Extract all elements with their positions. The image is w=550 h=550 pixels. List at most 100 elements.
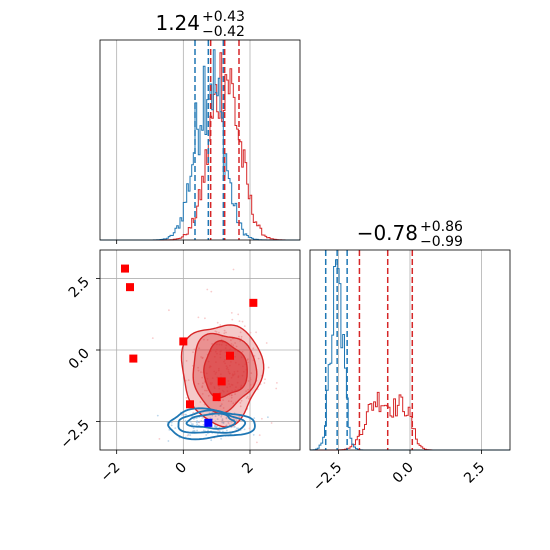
red-sample-dot	[248, 427, 251, 430]
red-sample-dot	[270, 422, 273, 424]
red-sample-dot	[219, 324, 222, 326]
red-sample-dot	[263, 382, 266, 384]
red-sample-dot	[204, 389, 206, 392]
red-marker-5	[217, 377, 226, 386]
red-sample-dot	[204, 317, 206, 320]
red-sample-dot	[239, 402, 242, 404]
red-sample-dot	[249, 331, 252, 334]
red-sample-dot	[210, 290, 213, 293]
red-sample-dot	[197, 366, 200, 369]
red-sample-dot	[202, 382, 204, 385]
red-sample-dot	[253, 355, 256, 357]
red-sample-dot	[200, 356, 203, 358]
red-sample-dot	[241, 320, 244, 323]
blue-sample-dot	[214, 420, 217, 423]
blue-sample-dot	[156, 414, 159, 417]
blue-sample-dot	[167, 440, 170, 442]
red-sample-dot	[275, 387, 278, 390]
blue-sample-dot	[236, 427, 238, 430]
right-title-main: −0.78	[357, 221, 418, 245]
red-sample-dot	[230, 394, 233, 397]
right-histogram-panel: −2.5 0.0 2.5 −0.78 +0.86 −0.99	[309, 219, 511, 495]
blue-sample-dot	[218, 414, 220, 417]
red-sample-dot	[197, 369, 200, 372]
red-sample-dot	[192, 351, 194, 353]
blue-sample-dot	[237, 427, 240, 430]
red-sample-dot	[238, 415, 241, 418]
red-sample-dot	[198, 347, 201, 350]
blue-sample-dot	[202, 424, 205, 426]
red-sample-dot	[158, 438, 161, 440]
red-sample-dot	[168, 309, 170, 312]
blue-contour-level-2	[185, 412, 237, 430]
red-sample-dot	[201, 357, 204, 360]
red-sample-dot	[247, 361, 249, 364]
red-sample-dot	[267, 366, 270, 369]
right-x-tick-label-1: 0.0	[390, 460, 417, 487]
red-sample-dot	[238, 320, 241, 322]
blue-sample-dot	[214, 426, 217, 428]
blue-sample-dot	[170, 424, 173, 427]
right-histogram-quantile-lines	[324, 250, 414, 450]
blue-sample-dot	[235, 420, 238, 422]
top-title-sup: +0.43	[202, 9, 245, 25]
joint-markers	[121, 264, 258, 427]
red-sample-dot	[246, 395, 249, 398]
top-histogram-blue	[100, 49, 300, 241]
red-sample-dot	[201, 385, 204, 388]
top-histogram-steps	[100, 49, 300, 241]
blue-sample-dot	[225, 424, 228, 427]
red-sample-dot	[240, 399, 243, 402]
blue-sample-dot	[184, 419, 187, 422]
red-sample-dot	[185, 360, 188, 362]
joint-x-ticks: −2 0 2	[98, 450, 257, 485]
red-sample-dot	[247, 380, 250, 382]
red-sample-dot	[264, 378, 266, 381]
red-sample-dot	[215, 330, 218, 333]
blue-sample-dot	[190, 423, 193, 426]
red-sample-dot	[255, 331, 257, 334]
red-sample-dot	[230, 312, 233, 314]
blue-sample-dot	[207, 429, 210, 432]
blue-sample-dot	[192, 423, 194, 426]
blue-sample-dot	[209, 417, 212, 420]
blue-sample-dot	[168, 429, 171, 431]
red-sample-dot	[197, 316, 200, 319]
blue-sample-dot	[252, 434, 255, 436]
red-marker-8	[249, 298, 258, 307]
red-sample-dot	[276, 382, 278, 384]
red-sample-dot	[197, 382, 200, 385]
red-sample-dot	[206, 339, 209, 341]
red-marker-1	[126, 283, 134, 292]
red-sample-dot	[217, 429, 220, 432]
right-x-tick-label-2: 2.5	[461, 460, 488, 487]
red-marker-2	[129, 354, 138, 363]
red-marker-6	[212, 393, 221, 402]
red-sample-dot	[261, 417, 263, 420]
blue-sample-dot	[202, 420, 205, 423]
red-sample-dot	[245, 397, 248, 399]
blue-sample-dot	[220, 437, 223, 440]
red-sample-dot	[249, 378, 252, 381]
red-sample-dot	[245, 390, 248, 392]
red-sample-dot	[225, 331, 227, 334]
top-histogram-frame	[99, 39, 301, 241]
joint-y-tick-label-0: 2.5	[66, 274, 93, 301]
blue-sample-dot	[225, 417, 228, 420]
red-sample-dot	[256, 441, 258, 444]
red-sample-dot	[201, 393, 204, 395]
joint-y-ticks: 2.5 0.0 −2.5	[57, 274, 100, 452]
top-histogram-ticks	[116, 240, 251, 244]
red-sample-dot	[240, 335, 243, 338]
blue-marker-0	[204, 418, 213, 427]
red-sample-dot	[239, 405, 242, 408]
blue-sample-dot	[192, 427, 195, 430]
blue-sample-dot	[220, 404, 222, 407]
red-sample-dot	[232, 402, 235, 405]
blue-sample-dot	[205, 434, 208, 436]
red-sample-dot	[227, 400, 230, 402]
joint-y-tick-label-2: −2.5	[57, 417, 92, 452]
blue-sample-dot	[230, 420, 233, 423]
red-sample-dot	[257, 357, 260, 360]
